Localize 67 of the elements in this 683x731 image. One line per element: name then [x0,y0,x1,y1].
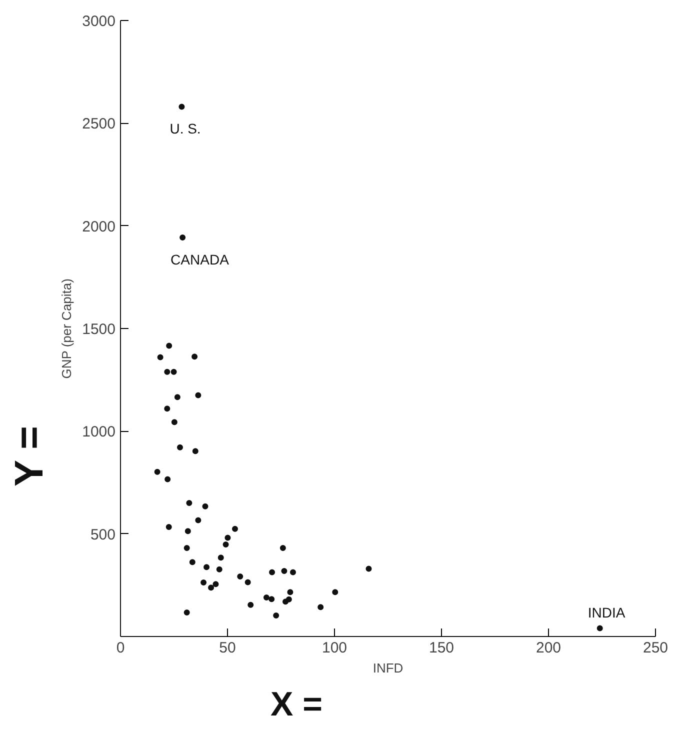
point [218,554,224,561]
y-tick-label: 2000 [82,218,116,236]
point [189,559,196,566]
point [366,566,372,572]
point [222,542,229,548]
x-tick-label: 200 [536,640,562,656]
point [184,609,190,616]
x-tick-label: 50 [219,640,236,656]
point [332,589,338,596]
point [192,448,198,454]
x-tick-label: 250 [642,640,668,656]
point [268,596,275,602]
y-tick-label: 1500 [82,321,116,338]
annotation: CANADA [170,252,230,268]
point [244,579,251,586]
point [237,574,244,580]
point [287,589,294,596]
point [263,594,270,600]
point [166,524,172,530]
point [202,503,208,510]
point [596,625,603,632]
x-tick-label: 0 [116,640,125,656]
point [166,342,172,349]
point [164,368,170,375]
point [280,545,286,551]
point [195,392,202,398]
point [290,569,296,576]
y-axis-title: GNP (per Capita) [59,278,74,379]
point [180,234,186,241]
point [216,566,222,572]
point [273,612,280,619]
point [195,517,202,524]
point [248,602,254,608]
text: Y = [8,426,52,486]
point [269,569,276,576]
point [286,596,292,602]
x-tick-label: 150 [428,640,454,656]
point [208,584,214,591]
point [184,545,190,551]
point [281,568,288,574]
x-tick-label: 100 [322,640,348,656]
point [232,526,238,532]
point [318,604,324,610]
point [178,104,185,110]
point [174,394,180,400]
point [154,468,160,475]
point [212,581,219,588]
point [157,354,164,360]
y-tick-label: 2500 [82,116,116,133]
point [184,528,191,534]
point [176,444,183,450]
y-tick-label: 1000 [82,424,116,441]
point [200,580,207,586]
x-axis-title: INFD [372,660,404,676]
point [164,476,171,482]
point [164,406,170,412]
point [170,368,177,375]
point [204,564,210,570]
point [224,534,231,541]
y-tick-label: 500 [90,526,116,544]
annotation: U. S. [170,120,201,137]
point [186,500,192,506]
point [192,354,198,360]
point [171,419,178,426]
annotation: INDIA [588,604,626,620]
text: X = [270,686,322,724]
y-tick-label: 3000 [82,13,116,30]
